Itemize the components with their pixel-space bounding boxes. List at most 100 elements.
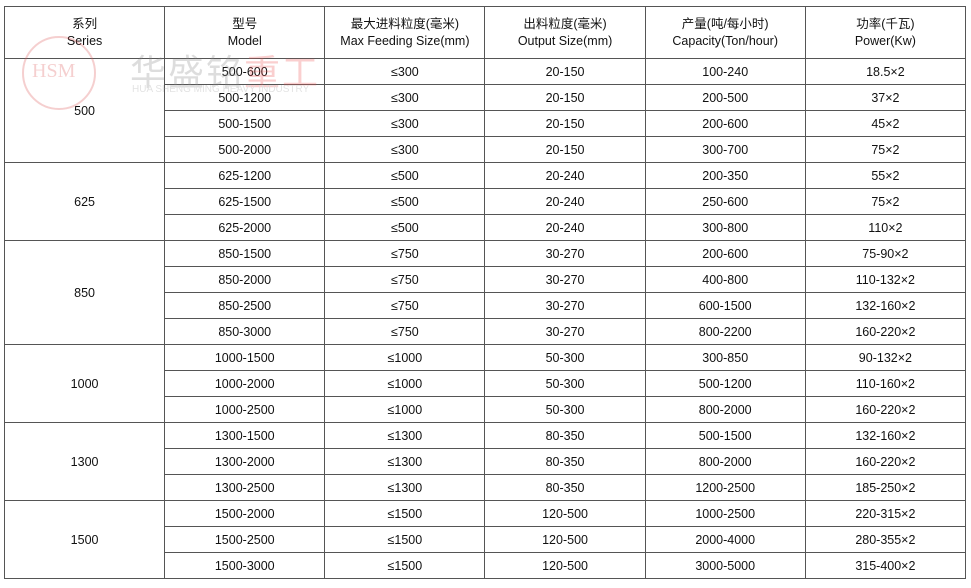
column-header: 出料粒度(毫米) Output Size(mm) (484, 6, 646, 59)
series-cell: 850 (3, 240, 166, 345)
series-cell: 1000 (3, 344, 166, 423)
table-cell: 18.5×2 (804, 58, 967, 85)
table-cell: ≤300 (324, 84, 486, 111)
table-cell: 1300-1500 (164, 422, 326, 449)
table-cell: ≤750 (324, 318, 486, 345)
table-cell: ≤300 (324, 136, 486, 163)
table-cell: ≤300 (324, 58, 486, 85)
table-cell: 100-240 (644, 58, 806, 85)
table-cell: 400-800 (644, 266, 806, 293)
table-row: 500-1500 ≤300 20-150 200-600 45×2 (5, 110, 967, 137)
table-cell: 160-220×2 (804, 396, 967, 423)
table-cell: ≤1300 (324, 422, 486, 449)
table-row: 500-1200 ≤300 20-150 200-500 37×2 (5, 84, 967, 111)
table-cell: ≤1000 (324, 370, 486, 397)
spec-table: 系列 Series 型号 Model 最大进料粒度(毫米) Max Feeding Siz… (3, 6, 967, 579)
table-cell: 20-150 (484, 110, 646, 137)
table-row: 625 625-1200 ≤500 20-240 200-350 55×2 (3, 162, 967, 241)
table-cell: ≤300 (324, 110, 486, 137)
table-row: 1500 1500-2000 ≤1500 120-500 1000-2500 220-31… (3, 500, 967, 579)
table-cell: 30-270 (484, 292, 646, 319)
header-cn: 出料粒度(毫米) (523, 16, 607, 31)
table-cell: 120-500 (484, 526, 646, 553)
table-cell: 110-132×2 (804, 266, 967, 293)
table-cell: 80-350 (484, 448, 646, 475)
table-cell: 30-270 (484, 318, 646, 345)
table-cell: ≤750 (324, 266, 486, 293)
column-header: 最大进料粒度(毫米) Max Feeding Size(mm) (324, 6, 486, 59)
table-cell: 20-240 (484, 162, 646, 189)
table-cell: 80-350 (484, 474, 646, 501)
header-cn: 系列 (72, 16, 98, 31)
table-cell: 75-90×2 (804, 240, 967, 267)
table-cell: 500-1200 (644, 370, 806, 397)
table-cell: 3000-5000 (644, 552, 806, 579)
table-cell: ≤1000 (324, 344, 486, 371)
table-cell: 1000-2500 (644, 500, 806, 527)
table-cell: 1300-2000 (164, 448, 326, 475)
table-cell: 75×2 (804, 188, 967, 215)
table-cell: 90-132×2 (804, 344, 967, 371)
header-en: Capacity(Ton/hour) (672, 33, 778, 48)
table-cell: 20-150 (484, 58, 646, 85)
header-en: Model (227, 33, 262, 48)
series-cell: 1300 (3, 422, 166, 501)
table-cell: 200-500 (644, 84, 806, 111)
table-cell: ≤500 (324, 188, 486, 215)
table-cell: ≤1500 (324, 526, 486, 553)
table-cell: ≤1300 (324, 474, 486, 501)
table-cell: ≤1300 (324, 448, 486, 475)
table-cell: 850-2500 (164, 292, 326, 319)
table-cell: 132-160×2 (804, 422, 967, 449)
table-cell: 800-2000 (644, 396, 806, 423)
series-cell: 625 (3, 162, 166, 241)
table-cell: 220-315×2 (804, 500, 967, 527)
column-header: 系列 Series (3, 6, 166, 59)
series-cell: 1500 (3, 500, 166, 579)
column-header: 型号 Model (164, 6, 326, 59)
header-en: Max Feeding Size(mm) (340, 33, 470, 48)
table-cell: 200-600 (644, 110, 806, 137)
table-cell: 1000-2000 (164, 370, 326, 397)
table-cell: 315-400×2 (804, 552, 967, 579)
table-cell: 30-270 (484, 240, 646, 267)
table-cell: 37×2 (804, 84, 967, 111)
table-cell: ≤500 (324, 214, 486, 241)
table-cell: 1000-2500 (164, 396, 326, 423)
table-cell: 300-700 (644, 136, 806, 163)
table-cell: 625-1500 (164, 188, 326, 215)
table-row: 625-2000 ≤500 20-240 300-800 110×2 (5, 214, 967, 241)
table-cell: 1300-2500 (164, 474, 326, 501)
table-cell: 250-600 (644, 188, 806, 215)
table-cell: 1500-2000 (164, 500, 326, 527)
table-cell: 850-2000 (164, 266, 326, 293)
series-cell: 500 (3, 58, 166, 163)
table-cell: 185-250×2 (804, 474, 967, 501)
table-row: 1500-2500 ≤1500 120-500 2000-4000 280-355×2 (5, 526, 967, 553)
table-cell: 20-150 (484, 84, 646, 111)
column-header: 产量(吨/每小时) Capacity(Ton/hour) (644, 6, 806, 59)
table-cell: 850-3000 (164, 318, 326, 345)
header-cn: 最大进料粒度(毫米) (350, 16, 460, 31)
table-cell: 600-1500 (644, 292, 806, 319)
table-cell: ≤1500 (324, 500, 486, 527)
table-cell: 1000-1500 (164, 344, 326, 371)
table-cell: 50-300 (484, 370, 646, 397)
header-cn: 产量(吨/每小时) (681, 16, 769, 31)
table-cell: 850-1500 (164, 240, 326, 267)
table-cell: ≤750 (324, 240, 486, 267)
header-en: Output Size(mm) (517, 33, 613, 48)
table-row: 1300-2000 ≤1300 80-350 800-2000 160-220×2 (5, 448, 967, 475)
header-cn: 功率(千瓦) (856, 16, 915, 31)
table-cell: ≤500 (324, 162, 486, 189)
table-cell: 300-800 (644, 214, 806, 241)
table-cell: 280-355×2 (804, 526, 967, 553)
table-cell: 30-270 (484, 266, 646, 293)
table-cell: 1500-3000 (164, 552, 326, 579)
table-cell: 132-160×2 (804, 292, 967, 319)
header-row: 系列 Series 型号 Model 最大进料粒度(毫米) Max Feeding Siz… (3, 6, 967, 59)
table-cell: 20-240 (484, 214, 646, 241)
table-row: 850-2000 ≤750 30-270 400-800 110-132×2 (5, 266, 967, 293)
table-cell: 20-240 (484, 188, 646, 215)
table-row: 1300-2500 ≤1300 80-350 1200-2500 185-250×2 (5, 474, 967, 501)
